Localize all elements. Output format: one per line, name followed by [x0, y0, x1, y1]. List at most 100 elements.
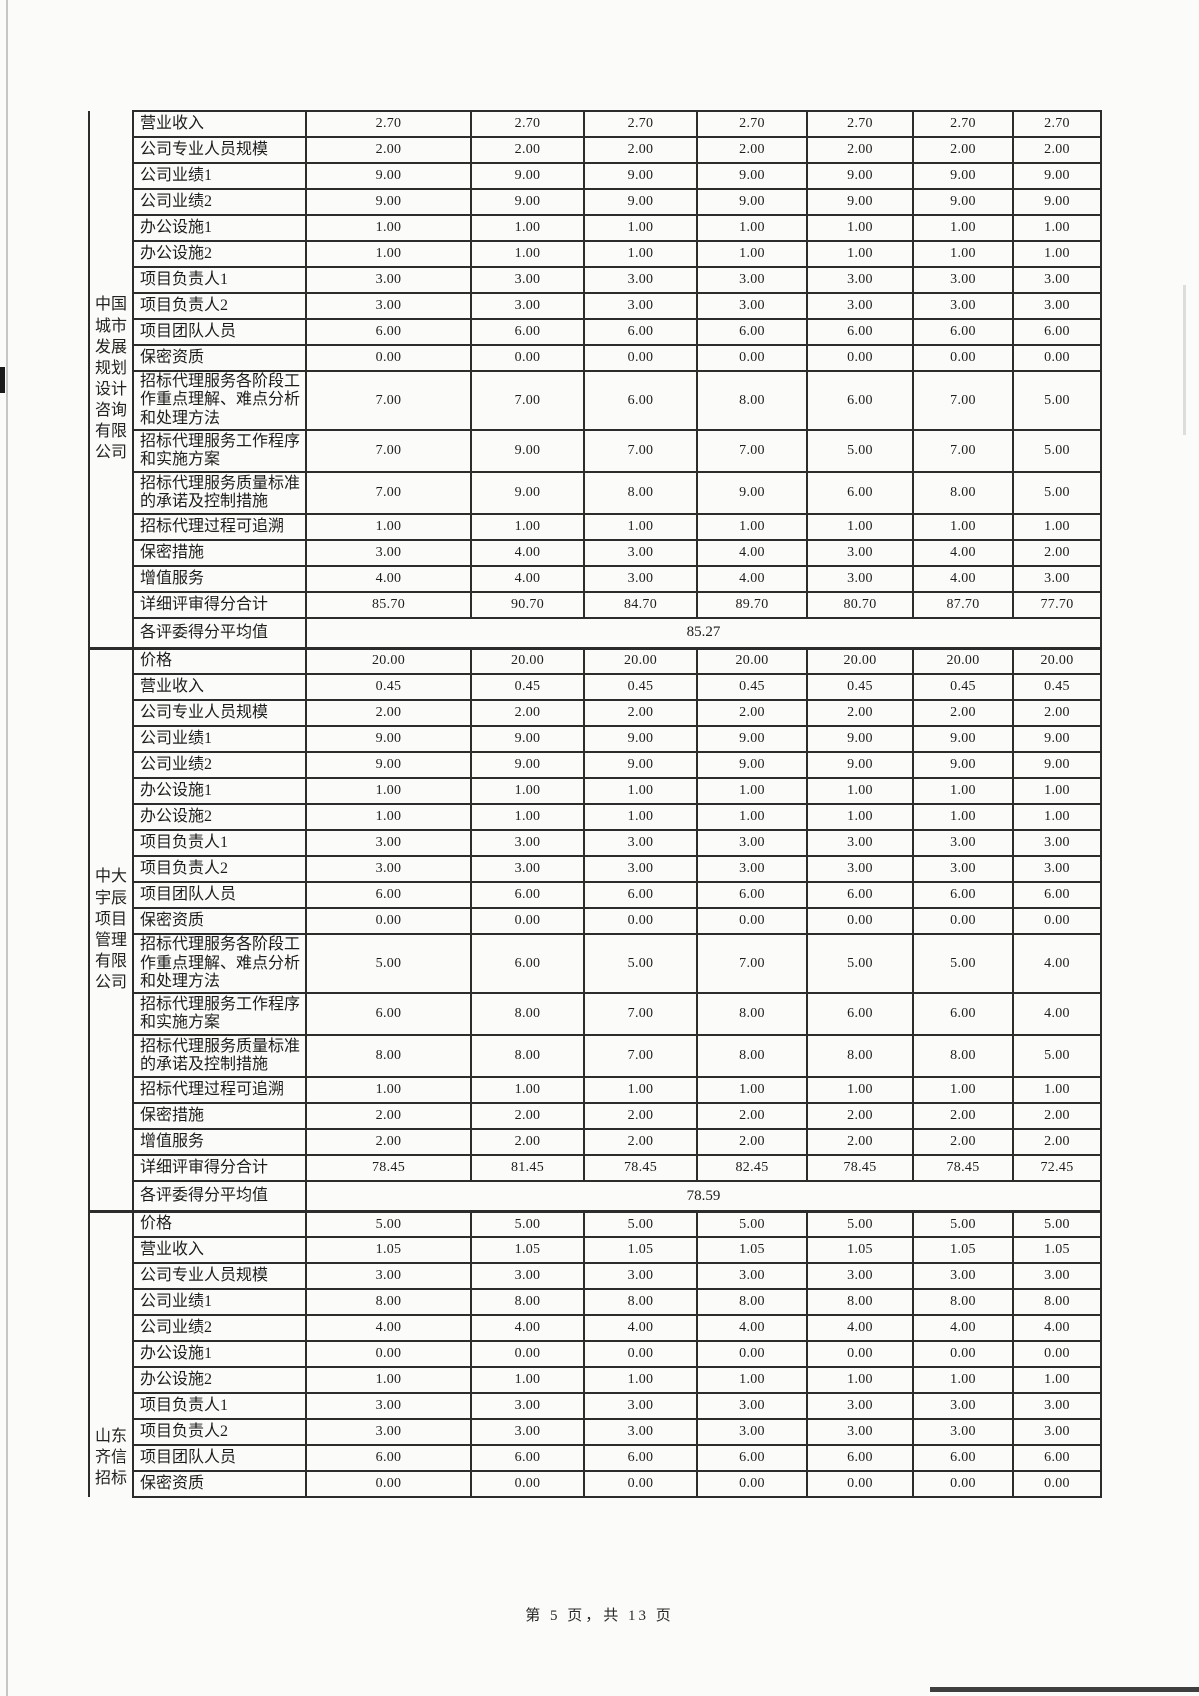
company-name-cell: 山东 齐信 招标: [88, 1209, 134, 1498]
score-cell: 2.00: [912, 699, 1014, 728]
table-row: 保密资质 0.00 0.00 0.00 0.00 0.00 0.00 0.00: [89, 344, 1102, 372]
table-row: 公司业绩1 9.00 9.00 9.00 9.00 9.00 9.00 9.00: [89, 162, 1102, 190]
score-cell: 2.00: [806, 1102, 914, 1131]
score-cell: 7.00: [912, 369, 1014, 432]
score-cell: 1.00: [696, 513, 808, 542]
score-cell: 0.00: [470, 1470, 585, 1499]
score-cell: 20.00: [912, 646, 1014, 676]
score-cell: 0.00: [1012, 344, 1102, 372]
company-name-line: 有限: [94, 952, 127, 970]
criteria-label-cell: 价格: [132, 646, 307, 676]
company-name-line: 宇辰: [94, 889, 127, 907]
score-cell: 9.00: [1012, 751, 1102, 780]
criteria-label-cell: 营业收入: [132, 1236, 307, 1265]
average-score-cell: 78.59: [305, 1180, 1102, 1213]
score-cell: 72.45: [1012, 1154, 1102, 1183]
score-cell: 3.00: [912, 1392, 1014, 1421]
page-footer: 第 5 页，共 13 页: [525, 1608, 674, 1624]
score-cell: 1.00: [470, 1076, 585, 1105]
score-cell: 1.00: [305, 214, 472, 242]
criteria-label-cell: 招标代理服务工作程序和实施方案: [132, 992, 307, 1037]
score-cell: 1.00: [806, 803, 914, 832]
score-cell: 6.00: [583, 369, 698, 432]
score-cell: 20.00: [583, 646, 698, 676]
company-name-line: 发展: [94, 338, 127, 356]
company-name-line: 规划: [94, 359, 127, 377]
score-cell: 5.00: [305, 1209, 472, 1239]
score-cell: 2.00: [470, 1128, 585, 1157]
score-cell: 7.00: [305, 369, 472, 432]
score-cell: 9.00: [305, 751, 472, 780]
table-row: 办公设施1 0.00 0.00 0.00 0.00 0.00 0.00 0.00: [89, 1340, 1102, 1369]
score-cell: 0.00: [1012, 907, 1102, 936]
score-cell: 2.00: [305, 699, 472, 728]
score-cell: 9.00: [912, 725, 1014, 754]
score-cell: 2.00: [696, 136, 808, 164]
score-cell: 1.00: [470, 1366, 585, 1395]
score-cell: 6.00: [696, 318, 808, 346]
score-cell: 6.00: [1012, 881, 1102, 910]
score-cell: 1.00: [1012, 777, 1102, 806]
company-name-line: 齐信: [94, 1449, 127, 1467]
company-name-line: 城市: [94, 317, 127, 335]
score-cell: 89.70: [696, 591, 808, 620]
score-cell: 3.00: [470, 1418, 585, 1447]
score-cell: 3.00: [1012, 855, 1102, 884]
criteria-label-cell: 详细评审得分合计: [132, 591, 307, 620]
score-cell: 3.00: [305, 266, 472, 294]
score-cell: 3.00: [696, 1262, 808, 1291]
score-cell: 9.00: [1012, 162, 1102, 190]
score-cell: 5.00: [1012, 369, 1102, 432]
score-cell: 4.00: [912, 1314, 1014, 1343]
table-row: 营业收入 1.05 1.05 1.05 1.05 1.05 1.05 1.05: [89, 1236, 1102, 1265]
company-name-line: 项目: [94, 910, 127, 928]
criteria-label-cell: 公司业绩1: [132, 162, 307, 190]
score-cell: 1.05: [583, 1236, 698, 1265]
score-cell: 2.00: [305, 1128, 472, 1157]
score-cell: 3.00: [912, 1262, 1014, 1291]
table-row: 招标代理过程可追溯 1.00 1.00 1.00 1.00 1.00 1.00 1.00: [89, 1076, 1102, 1105]
score-cell: 9.00: [696, 751, 808, 780]
score-cell: 1.00: [806, 1366, 914, 1395]
score-cell: 20.00: [806, 646, 914, 676]
score-cell: 78.45: [806, 1154, 914, 1183]
score-cell: 0.00: [305, 1470, 472, 1499]
score-cell: 2.00: [1012, 1102, 1102, 1131]
score-cell: 9.00: [912, 162, 1014, 190]
score-cell: 6.00: [912, 318, 1014, 346]
table-row: 公司专业人员规模 2.00 2.00 2.00 2.00 2.00 2.00 2.00: [89, 136, 1102, 164]
criteria-label-cell: 公司业绩1: [132, 1288, 307, 1317]
score-cell: 1.00: [1012, 214, 1102, 242]
score-cell: 3.00: [583, 292, 698, 320]
score-cell: 0.00: [806, 907, 914, 936]
table-row: 办公设施2 1.00 1.00 1.00 1.00 1.00 1.00 1.00: [89, 1366, 1102, 1395]
score-cell: 1.00: [912, 803, 1014, 832]
score-cell: 4.00: [912, 539, 1014, 568]
score-cell: 3.00: [583, 539, 698, 568]
score-cell: 6.00: [806, 369, 914, 432]
score-cell: 9.00: [696, 162, 808, 190]
score-cell: 2.00: [1012, 539, 1102, 568]
score-cell: 6.00: [583, 881, 698, 910]
score-cell: 20.00: [470, 646, 585, 676]
criteria-label-cell: 招标代理过程可追溯: [132, 513, 307, 542]
score-cell: 4.00: [470, 565, 585, 594]
score-cell: 9.00: [696, 725, 808, 754]
criteria-label-cell: 公司业绩1: [132, 725, 307, 754]
criteria-label-cell: 保密资质: [132, 344, 307, 372]
score-cell: 1.00: [806, 240, 914, 268]
criteria-label-cell: 公司业绩2: [132, 1314, 307, 1343]
score-cell: 78.45: [305, 1154, 472, 1183]
criteria-label-cell: 保密资质: [132, 1470, 307, 1499]
table-row: 办公设施1 1.00 1.00 1.00 1.00 1.00 1.00 1.00: [89, 777, 1102, 806]
score-cell: 3.00: [470, 829, 585, 858]
score-cell: 9.00: [470, 429, 585, 474]
score-cell: 1.05: [806, 1236, 914, 1265]
score-cell: 6.00: [696, 881, 808, 910]
score-cell: 2.00: [912, 1128, 1014, 1157]
table-row: 保密措施 2.00 2.00 2.00 2.00 2.00 2.00 2.00: [89, 1102, 1102, 1131]
table-row: 保密资质 0.00 0.00 0.00 0.00 0.00 0.00 0.00: [89, 1470, 1102, 1499]
score-cell: 3.00: [1012, 565, 1102, 594]
score-cell: 0.00: [1012, 1340, 1102, 1369]
